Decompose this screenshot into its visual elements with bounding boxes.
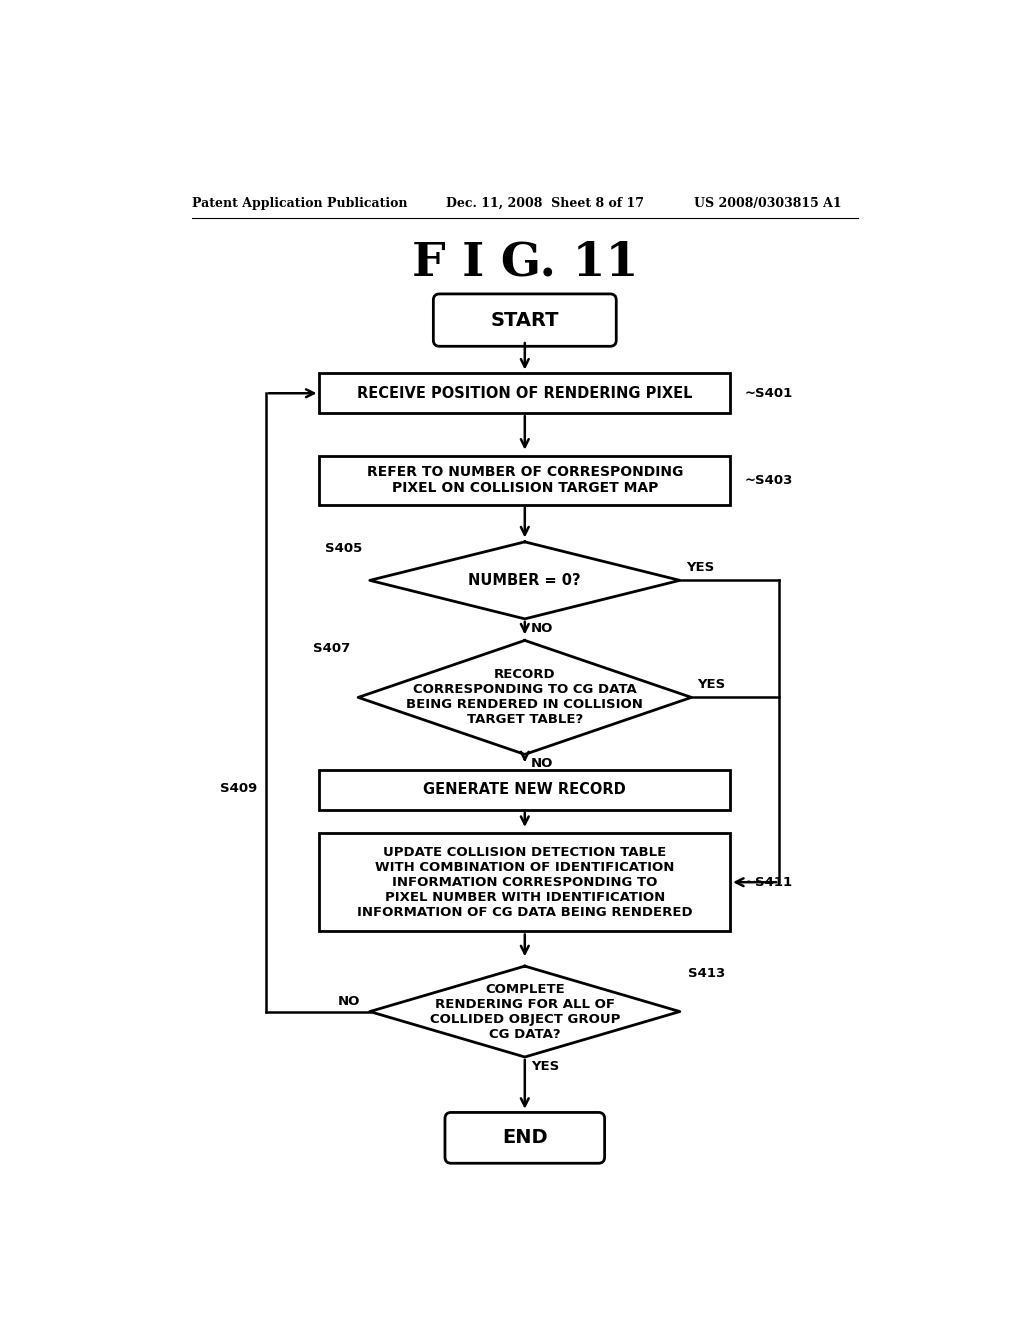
FancyBboxPatch shape — [445, 1113, 604, 1163]
Text: NO: NO — [531, 758, 553, 771]
Bar — [319, 455, 730, 506]
Text: RECEIVE POSITION OF RENDERING PIXEL: RECEIVE POSITION OF RENDERING PIXEL — [357, 385, 692, 401]
Bar — [319, 770, 730, 809]
Text: ~S411: ~S411 — [744, 875, 793, 888]
Text: REFER TO NUMBER OF CORRESPONDING
PIXEL ON COLLISION TARGET MAP: REFER TO NUMBER OF CORRESPONDING PIXEL O… — [367, 465, 683, 495]
Text: F I G. 11: F I G. 11 — [412, 239, 638, 285]
Text: S409: S409 — [220, 781, 257, 795]
Bar — [319, 833, 730, 932]
Text: YES: YES — [697, 678, 726, 692]
Text: RECORD
CORRESPONDING TO CG DATA
BEING RENDERED IN COLLISION
TARGET TABLE?: RECORD CORRESPONDING TO CG DATA BEING RE… — [407, 668, 643, 726]
Text: NO: NO — [338, 995, 360, 1008]
Text: GENERATE NEW RECORD: GENERATE NEW RECORD — [424, 783, 626, 797]
Text: S407: S407 — [313, 642, 350, 655]
Text: ~S403: ~S403 — [744, 474, 793, 487]
Text: Dec. 11, 2008  Sheet 8 of 17: Dec. 11, 2008 Sheet 8 of 17 — [445, 197, 644, 210]
Text: S413: S413 — [687, 968, 725, 981]
Polygon shape — [370, 966, 680, 1057]
Text: US 2008/0303815 A1: US 2008/0303815 A1 — [693, 197, 842, 210]
Text: YES: YES — [686, 561, 715, 574]
Text: START: START — [490, 310, 559, 330]
FancyBboxPatch shape — [433, 294, 616, 346]
Text: END: END — [502, 1129, 548, 1147]
Text: COMPLETE
RENDERING FOR ALL OF
COLLIDED OBJECT GROUP
CG DATA?: COMPLETE RENDERING FOR ALL OF COLLIDED O… — [430, 982, 620, 1040]
Text: UPDATE COLLISION DETECTION TABLE
WITH COMBINATION OF IDENTIFICATION
INFORMATION : UPDATE COLLISION DETECTION TABLE WITH CO… — [357, 846, 692, 919]
Text: ~S401: ~S401 — [744, 387, 793, 400]
Text: NUMBER = 0?: NUMBER = 0? — [469, 573, 581, 587]
Bar — [319, 374, 730, 413]
Text: Patent Application Publication: Patent Application Publication — [191, 197, 408, 210]
Text: S405: S405 — [325, 541, 362, 554]
Text: YES: YES — [531, 1060, 559, 1073]
Text: NO: NO — [531, 622, 553, 635]
Polygon shape — [358, 640, 691, 755]
Polygon shape — [370, 543, 680, 619]
